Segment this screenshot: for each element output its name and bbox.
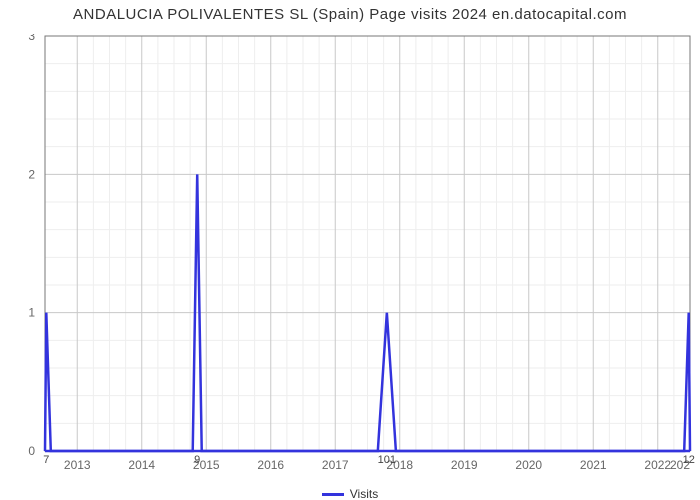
x-tick-label: 2021 (580, 458, 607, 472)
y-tick-label: 2 (28, 167, 35, 181)
spike-label: 101 (378, 454, 396, 466)
x-tick-label: 2014 (128, 458, 155, 472)
line-chart: 0123201320142015201620172018201920202021… (0, 34, 700, 479)
legend-swatch (322, 493, 344, 496)
spike-label: 7 (43, 454, 49, 466)
x-tick-label: 2013 (64, 458, 91, 472)
x-tick-label: 2019 (451, 458, 478, 472)
legend: Visits (0, 484, 700, 500)
y-tick-label: 3 (28, 34, 35, 43)
chart-title: ANDALUCIA POLIVALENTES SL (Spain) Page v… (0, 0, 700, 34)
x-tick-label: 2016 (257, 458, 284, 472)
x-tick-label: 2017 (322, 458, 349, 472)
legend-label: Visits (350, 487, 378, 500)
x-tick-label: 2022 (644, 458, 671, 472)
spike-label: 12 (683, 454, 695, 466)
y-tick-label: 0 (28, 444, 35, 458)
x-tick-label: 2020 (515, 458, 542, 472)
spike-label: 9 (194, 454, 200, 466)
y-tick-label: 1 (28, 306, 35, 320)
